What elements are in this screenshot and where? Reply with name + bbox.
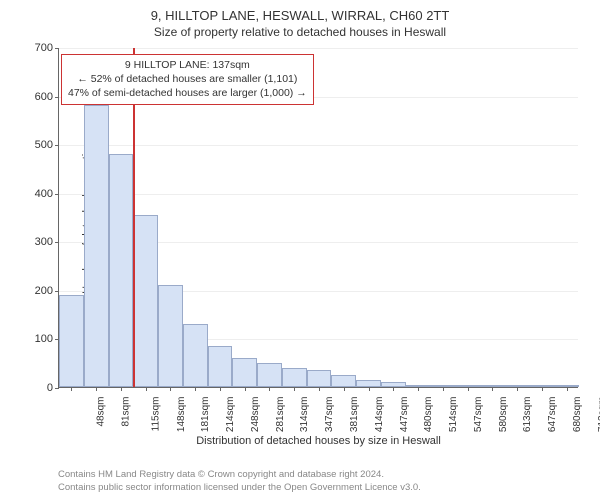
histogram-bar xyxy=(59,295,84,387)
histogram-bar xyxy=(84,105,109,387)
xtick-label: 214sqm xyxy=(225,397,236,433)
ytick-mark xyxy=(55,145,59,146)
xtick-label: 480sqm xyxy=(423,397,434,433)
histogram-bar xyxy=(232,358,257,387)
xtick-label: 514sqm xyxy=(448,397,459,433)
xtick-mark xyxy=(170,387,171,391)
xtick-label: 414sqm xyxy=(374,397,385,433)
histogram-bar xyxy=(307,370,332,387)
xtick-mark xyxy=(393,387,394,391)
annotation-line: 9 HILLTOP LANE: 137sqm xyxy=(68,58,307,72)
xtick-mark xyxy=(121,387,122,391)
annotation-line: 47% of semi-detached houses are larger (… xyxy=(68,86,307,100)
xtick-mark xyxy=(319,387,320,391)
xtick-label: 148sqm xyxy=(176,397,187,433)
xtick-label: 48sqm xyxy=(96,397,107,427)
x-axis-label: Distribution of detached houses by size … xyxy=(59,435,578,447)
plot-area: Number of detached properties Distributi… xyxy=(58,48,578,388)
histogram-bar xyxy=(208,346,233,387)
xtick-label: 613sqm xyxy=(522,397,533,433)
footer-attribution: Contains HM Land Registry data © Crown c… xyxy=(58,469,421,494)
gridline xyxy=(59,194,578,195)
histogram-bar xyxy=(133,215,158,387)
xtick-mark xyxy=(443,387,444,391)
ytick-label: 100 xyxy=(35,333,53,345)
xtick-mark xyxy=(96,387,97,391)
histogram-bar xyxy=(158,285,183,387)
property-annotation: 9 HILLTOP LANE: 137sqm← 52% of detached … xyxy=(61,54,314,105)
ytick-label: 0 xyxy=(47,382,53,394)
xtick-label: 81sqm xyxy=(121,397,132,427)
xtick-mark xyxy=(492,387,493,391)
xtick-mark xyxy=(71,387,72,391)
xtick-mark xyxy=(418,387,419,391)
xtick-mark xyxy=(542,387,543,391)
histogram-bar xyxy=(356,380,381,387)
chart-title-main: 9, HILLTOP LANE, HESWALL, WIRRAL, CH60 2… xyxy=(0,0,600,23)
histogram-bar xyxy=(109,154,134,387)
ytick-label: 600 xyxy=(35,91,53,103)
ytick-label: 200 xyxy=(35,285,53,297)
xtick-mark xyxy=(517,387,518,391)
xtick-label: 547sqm xyxy=(473,397,484,433)
histogram-bar xyxy=(331,375,356,387)
ytick-label: 500 xyxy=(35,139,53,151)
xtick-label: 447sqm xyxy=(399,397,410,433)
xtick-mark xyxy=(146,387,147,391)
histogram-bar xyxy=(257,363,282,387)
ytick-mark xyxy=(55,48,59,49)
ytick-label: 700 xyxy=(35,42,53,54)
xtick-mark xyxy=(245,387,246,391)
xtick-mark xyxy=(195,387,196,391)
histogram-bar xyxy=(282,368,307,387)
footer-line-1: Contains HM Land Registry data © Crown c… xyxy=(58,469,421,481)
xtick-mark xyxy=(269,387,270,391)
xtick-label: 680sqm xyxy=(572,397,583,433)
ytick-mark xyxy=(55,388,59,389)
xtick-mark xyxy=(220,387,221,391)
gridline xyxy=(59,48,578,49)
xtick-mark xyxy=(294,387,295,391)
xtick-label: 381sqm xyxy=(349,397,360,433)
ytick-mark xyxy=(55,194,59,195)
xtick-label: 347sqm xyxy=(324,397,335,433)
ytick-label: 400 xyxy=(35,188,53,200)
gridline xyxy=(59,145,578,146)
ytick-mark xyxy=(55,242,59,243)
chart-title-sub: Size of property relative to detached ho… xyxy=(0,23,600,43)
xtick-mark xyxy=(344,387,345,391)
ytick-mark xyxy=(55,97,59,98)
footer-line-2: Contains public sector information licen… xyxy=(58,482,421,494)
xtick-label: 115sqm xyxy=(150,397,161,432)
xtick-mark xyxy=(567,387,568,391)
histogram-bar xyxy=(183,324,208,387)
xtick-mark xyxy=(468,387,469,391)
chart-container: Number of detached properties Distributi… xyxy=(58,48,578,418)
ytick-label: 300 xyxy=(35,236,53,248)
xtick-label: 181sqm xyxy=(201,397,212,433)
xtick-label: 647sqm xyxy=(547,397,558,433)
ytick-mark xyxy=(55,291,59,292)
xtick-label: 580sqm xyxy=(498,397,509,433)
xtick-label: 281sqm xyxy=(275,397,286,433)
xtick-label: 248sqm xyxy=(250,397,261,433)
xtick-label: 314sqm xyxy=(300,397,311,433)
annotation-line: ← 52% of detached houses are smaller (1,… xyxy=(68,72,307,86)
xtick-mark xyxy=(369,387,370,391)
